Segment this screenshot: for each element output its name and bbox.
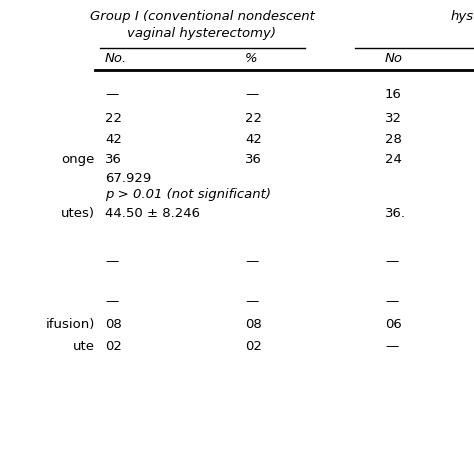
Text: 67.929: 67.929 xyxy=(105,172,151,185)
Text: 02: 02 xyxy=(105,340,122,353)
Text: —: — xyxy=(385,255,398,268)
Text: hys: hys xyxy=(451,10,474,23)
Text: 28: 28 xyxy=(385,133,402,146)
Text: —: — xyxy=(105,295,118,308)
Text: —: — xyxy=(385,340,398,353)
Text: 06: 06 xyxy=(385,318,402,331)
Text: No: No xyxy=(385,52,403,65)
Text: —: — xyxy=(245,88,258,101)
Text: 08: 08 xyxy=(105,318,122,331)
Text: ifusion): ifusion) xyxy=(46,318,95,331)
Text: ute: ute xyxy=(73,340,95,353)
Text: 42: 42 xyxy=(245,133,262,146)
Text: —: — xyxy=(385,295,398,308)
Text: No.: No. xyxy=(105,52,127,65)
Text: 36.: 36. xyxy=(385,207,406,220)
Text: 22: 22 xyxy=(245,112,262,125)
Text: —: — xyxy=(245,295,258,308)
Text: Group I (conventional nondescent: Group I (conventional nondescent xyxy=(90,10,314,23)
Text: —: — xyxy=(105,255,118,268)
Text: 44.50 ± 8.246: 44.50 ± 8.246 xyxy=(105,207,200,220)
Text: 42: 42 xyxy=(105,133,122,146)
Text: —: — xyxy=(245,255,258,268)
Text: %: % xyxy=(245,52,258,65)
Text: 08: 08 xyxy=(245,318,262,331)
Text: 24: 24 xyxy=(385,153,402,166)
Text: 36: 36 xyxy=(105,153,122,166)
Text: 16: 16 xyxy=(385,88,402,101)
Text: utes): utes) xyxy=(61,207,95,220)
Text: —: — xyxy=(105,88,118,101)
Text: onge: onge xyxy=(62,153,95,166)
Text: p > 0.01 (not significant): p > 0.01 (not significant) xyxy=(105,188,271,201)
Text: 22: 22 xyxy=(105,112,122,125)
Text: 32: 32 xyxy=(385,112,402,125)
Text: 02: 02 xyxy=(245,340,262,353)
Text: 36: 36 xyxy=(245,153,262,166)
Text: vaginal hysterectomy): vaginal hysterectomy) xyxy=(128,27,276,40)
